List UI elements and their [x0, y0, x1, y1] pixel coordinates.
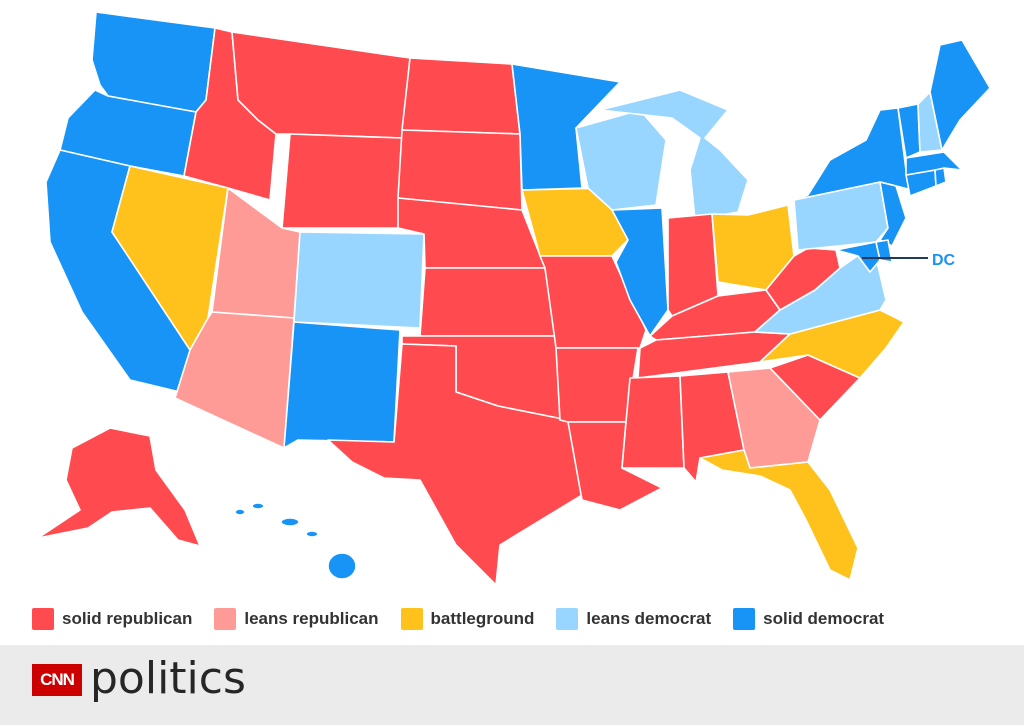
legend-swatch [556, 608, 579, 630]
state-MS [621, 375, 685, 469]
state-MD [835, 241, 881, 273]
state-ND [401, 57, 521, 135]
legend-label: solid democrat [763, 609, 885, 628]
legend-item-leans-republican: leans republican [214, 608, 379, 630]
state-KS [419, 267, 557, 337]
state-WV [765, 247, 841, 311]
legend-swatch [400, 608, 423, 630]
state-TX [327, 343, 583, 586]
footer-bar: CNN politics [0, 645, 1024, 725]
legend-swatch [214, 608, 237, 630]
section-title: politics [90, 653, 246, 704]
map-legend: solid republican leans republican battle… [32, 604, 1012, 634]
state-NJ [879, 181, 907, 247]
dc-label: DC [932, 252, 956, 269]
state-WY [281, 133, 403, 229]
legend-item-leans-democrat: leans democrat [556, 608, 711, 630]
legend-swatch [733, 608, 756, 630]
legend-item-solid-republican: solid republican [32, 608, 192, 630]
state-RI [934, 167, 947, 187]
legend-item-battleground: battleground [400, 608, 535, 630]
state-MI [599, 89, 749, 221]
cnn-logo[interactable]: CNN [32, 664, 82, 696]
legend-label: leans democrat [586, 609, 712, 628]
legend-label: battleground [430, 609, 535, 628]
state-HI [234, 502, 357, 580]
legend-item-solid-democrat: solid democrat [733, 608, 884, 630]
state-AR [555, 347, 639, 423]
state-CO [293, 231, 425, 329]
state-SD [397, 129, 523, 211]
legend-swatch [32, 608, 54, 630]
legend-label: leans republican [244, 609, 379, 628]
state-NM [283, 321, 401, 449]
us-states-map: DC [37, 11, 991, 586]
state-MA [905, 151, 963, 176]
state-PA [793, 181, 889, 251]
legend-label: solid republican [62, 609, 193, 628]
state-IL [611, 207, 669, 337]
state-NY [793, 107, 913, 201]
state-DE [875, 239, 893, 263]
state-ME [929, 39, 991, 151]
state-FL [699, 449, 859, 581]
state-AK [37, 427, 201, 547]
